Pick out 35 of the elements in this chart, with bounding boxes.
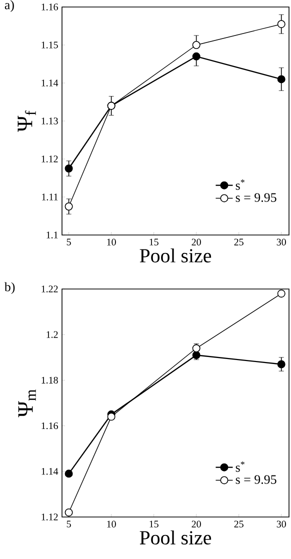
y-axis-title: Ψ$_{m}$ [18,389,36,418]
x-tick-label: 10 [107,520,116,528]
x-tick-label: 5 [66,238,71,246]
y-tick-label: 1.2 [46,331,58,338]
y-tick-label: 1.16 [42,422,58,430]
chart-title: a) [4,0,14,12]
legend-label: s$^{*}$ [236,461,244,472]
x-tick-label: 30 [276,238,286,246]
x-tick-label: 10 [107,238,116,246]
x-tick-label: 15 [150,238,158,246]
x-tick-label: 5 [66,520,71,528]
legend-label: s$^{*}$ [236,179,244,190]
y-tick-label: 1.18 [42,376,58,384]
x-axis-title: Pool size [140,248,212,262]
y-tick-label: 1.15 [42,42,58,48]
x-tick-label: 15 [150,520,158,528]
x-tick-label: 20 [192,238,201,246]
y-tick-label: 1.11 [42,194,58,200]
y-tick-label: 1.16 [42,4,58,10]
chart-title: b) [4,282,15,294]
y-tick-label: 1.14 [42,468,58,475]
y-tick-label: 1.1 [46,232,58,238]
y-tick-label: 1.14 [42,80,58,86]
x-tick-label: 25 [234,238,244,246]
y-tick-label: 1.13 [42,118,58,124]
y-tick-label: 1.12 [42,156,58,162]
x-tick-label: 20 [192,520,201,528]
legend-label: s = 9.95 [236,193,276,202]
y-tick-label: 1.22 [42,286,58,292]
legend-label: s = 9.95 [236,475,276,484]
y-axis-title: Ψ$_{f}$ [18,110,36,132]
x-axis-title: Pool size [140,530,212,544]
y-tick-label: 1.12 [42,514,58,520]
x-tick-label: 30 [276,520,286,528]
x-tick-label: 25 [234,520,244,528]
